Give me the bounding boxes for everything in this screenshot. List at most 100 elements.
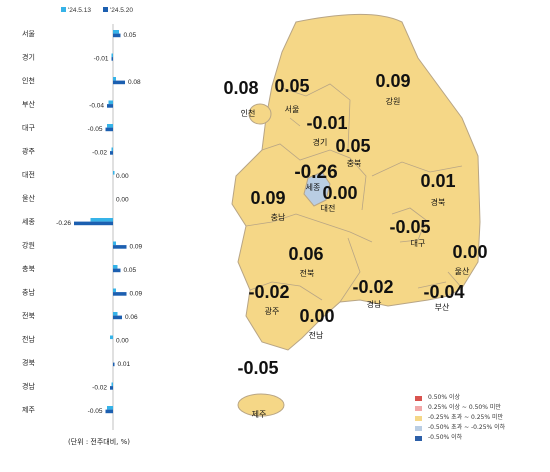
- bar-series-1: [113, 265, 118, 269]
- unit-note: (단위 : 전주대비, %): [68, 438, 131, 446]
- region-border: [245, 213, 373, 243]
- region-border: [417, 281, 447, 289]
- region-value: 0.06: [288, 244, 323, 264]
- legend-label-series-1: '24.5.13: [68, 7, 91, 14]
- bar-series-2: [113, 245, 127, 249]
- region-name: 서울: [285, 105, 300, 114]
- data-label: 0.06: [125, 314, 138, 321]
- region-name: 경남: [367, 299, 382, 309]
- category-label: 충남: [22, 288, 35, 297]
- region-name: 부산: [435, 302, 450, 312]
- region-border: [339, 237, 361, 303]
- region-name: 충남: [271, 213, 286, 222]
- bar-series-1: [110, 335, 113, 340]
- region-value: 0.05: [335, 136, 370, 156]
- region-border: [261, 143, 367, 211]
- bar-series-2: [113, 80, 125, 85]
- map-legend-swatch: [415, 395, 422, 401]
- map-legend-swatch: [415, 425, 422, 431]
- region-value: 0.00: [322, 183, 357, 203]
- legend-swatch-series-2: [103, 7, 108, 12]
- bar-series-1: [111, 382, 113, 387]
- bar-series-2: [105, 127, 113, 132]
- data-label: 0.00: [116, 338, 129, 345]
- bar-series-2: [113, 362, 115, 367]
- map-legend-swatch: [415, 435, 422, 441]
- region-border: [289, 117, 301, 127]
- category-label: 대전: [22, 170, 35, 179]
- bar-series-2: [113, 292, 127, 296]
- region-name: 전남: [309, 330, 324, 340]
- map-legend-item: -0.50% 이하: [415, 433, 505, 443]
- incheon-shape: [248, 103, 272, 125]
- data-label: -0.05: [88, 408, 103, 415]
- region-border: [371, 161, 463, 177]
- data-label: 0.00: [116, 173, 129, 180]
- category-label: 광주: [22, 148, 35, 156]
- map-legend-item: -0.25% 초과 ~ 0.25% 미만: [415, 413, 505, 423]
- bar-series-1: [107, 406, 113, 410]
- region-name: 충북: [347, 159, 362, 168]
- region-value: -0.01: [306, 113, 347, 133]
- bar-series-1: [113, 77, 116, 81]
- map-legend-item: 0.50% 이상: [415, 393, 505, 403]
- region-value: 0.00: [452, 242, 487, 262]
- category-label: 강원: [22, 241, 35, 250]
- region-bar-chart: '24.5.13 '24.5.20 서울 0.05 경기 -0.01 인천 0.08 부산 -0.…: [22, 7, 143, 430]
- region-name: 경북: [431, 197, 446, 207]
- region-value: -0.02: [248, 282, 289, 302]
- category-label: 세종: [22, 217, 35, 226]
- bar-series-1: [113, 312, 118, 316]
- bar-series-1: [108, 100, 113, 105]
- region-border: [391, 207, 427, 243]
- bar-series-1: [113, 241, 116, 246]
- legend-swatch-series-1: [61, 7, 66, 12]
- map-legend-label: -0.25% 초과 ~ 0.25% 미만: [428, 414, 504, 421]
- map-legend-item: -0.50% 초과 ~ -0.25% 이하: [415, 423, 505, 433]
- region-name: 세종: [306, 183, 321, 192]
- region-value: 0.08: [223, 78, 258, 98]
- region-value: 0.09: [375, 71, 410, 91]
- category-label: 부산: [22, 100, 35, 109]
- region-value: 0.09: [250, 188, 285, 208]
- region-border: [281, 83, 351, 151]
- map-legend-label: 0.25% 이상 ~ 0.50% 미만: [428, 404, 501, 411]
- data-label: 0.08: [128, 79, 141, 86]
- bar-series-2: [105, 409, 113, 414]
- data-label: -0.02: [92, 150, 107, 157]
- chart-legend: '24.5.13 '24.5.20: [61, 7, 133, 14]
- category-label: 대구: [22, 124, 35, 132]
- category-label: 경남: [22, 382, 35, 391]
- bar-series-2: [74, 221, 113, 226]
- bar-series-1: [111, 147, 113, 152]
- bar-series-2: [107, 104, 113, 108]
- region-border: [447, 271, 463, 289]
- region-value: -0.26: [294, 162, 337, 183]
- region-value: 0.05: [274, 76, 309, 96]
- region-value: -0.02: [352, 277, 393, 297]
- region-name: 경기: [313, 137, 328, 147]
- legend-label-series-2: '24.5.20: [110, 7, 133, 14]
- data-label: 0.00: [116, 197, 129, 204]
- data-label: -0.02: [92, 385, 107, 392]
- map-legend-label: 0.50% 이상: [428, 394, 461, 401]
- bar-series-2: [110, 151, 113, 155]
- category-label: 서울: [22, 29, 35, 38]
- map-legend-label: -0.50% 초과 ~ -0.25% 이하: [428, 424, 506, 431]
- bar-series-2: [113, 315, 122, 320]
- region-name: 제주: [252, 410, 267, 419]
- data-label: 0.01: [118, 361, 131, 368]
- region-name: 대전: [321, 203, 336, 213]
- region-name: 울산: [455, 266, 470, 276]
- data-label: -0.05: [88, 126, 103, 133]
- category-label: 전남: [22, 335, 35, 344]
- category-label: 울산: [22, 194, 35, 203]
- data-label: 0.05: [124, 267, 137, 274]
- bar-series-2: [111, 57, 113, 61]
- bar-series-1: [107, 124, 113, 128]
- bar-series-1: [90, 218, 113, 222]
- map-legend-label: -0.50% 이하: [428, 434, 463, 441]
- data-label: 0.09: [130, 291, 143, 298]
- region-value: -0.05: [237, 358, 278, 378]
